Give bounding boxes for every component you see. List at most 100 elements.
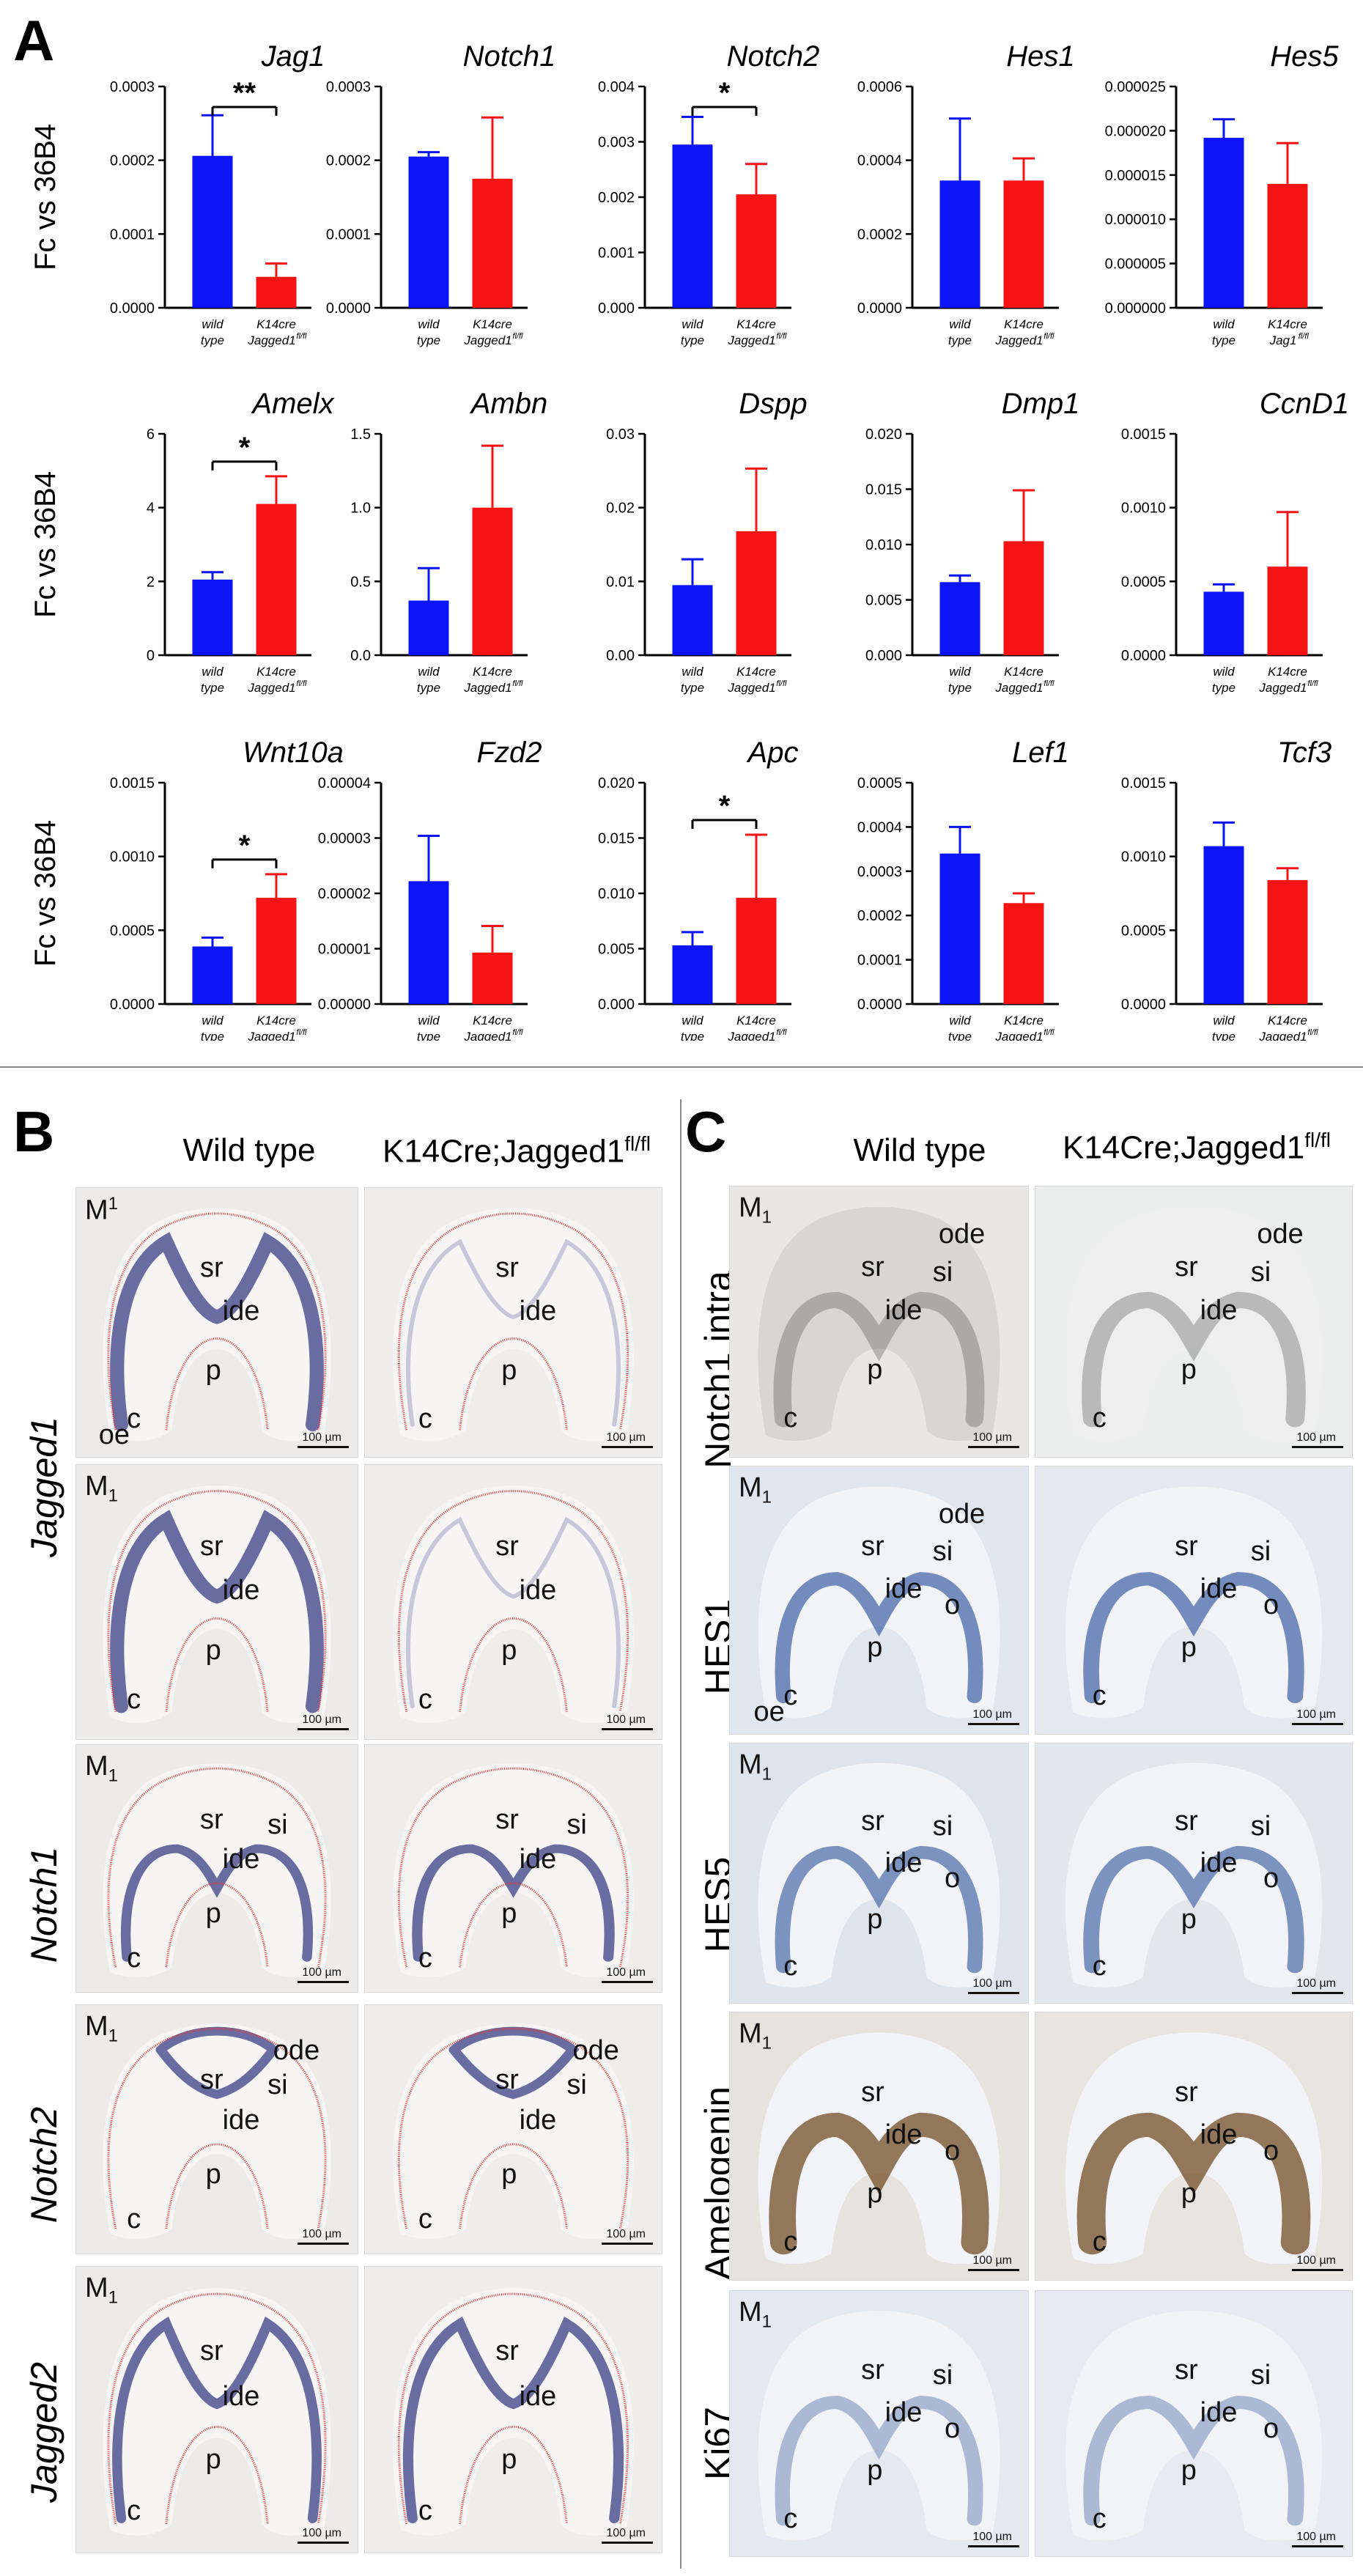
region-label-c: c	[1092, 1951, 1107, 1982]
x-label-wt-line2: type	[1212, 1030, 1235, 1041]
x-label-ko-line1: K14cre	[473, 1014, 512, 1027]
x-label-wt-line2: type	[681, 681, 704, 695]
region-label-p: p	[1181, 1354, 1197, 1385]
region-label-o: o	[945, 2413, 961, 2444]
micrograph-b-jag2-ko: sr ide p c 100 µm	[364, 2266, 662, 2553]
region-label-c: c	[418, 2204, 432, 2235]
region-label-sr: sr	[199, 2064, 224, 2096]
x-label-ko-sup: fl/fl	[512, 679, 523, 688]
x-label-ko-line1: K14cre	[1004, 665, 1044, 679]
x-label-wt-line2: type	[948, 333, 972, 347]
y-tick-label-fzd2: 0.00003	[318, 831, 371, 847]
y-tick-label-ambn: 1.5	[350, 427, 371, 443]
x-label-ko-line1: K14cre	[1004, 1014, 1044, 1027]
y-tick-label-apc: 0.000	[598, 997, 635, 1013]
region-label-p: p	[205, 1354, 221, 1386]
y-tick-label-apc: 0.010	[598, 886, 635, 902]
tissue-drawing	[758, 1763, 1000, 1988]
region-label-sr: sr	[495, 1804, 519, 1835]
tissue-drawing	[393, 1486, 634, 1723]
region-label-ide: ide	[519, 1574, 557, 1606]
region-label-o: o	[1263, 1862, 1279, 1894]
region-label-si: si	[267, 2070, 288, 2101]
chart-title-hes5: Hes5	[1270, 40, 1339, 73]
tissue-drawing	[758, 1206, 1000, 1442]
y-tick-label-ambn: 0.5	[350, 574, 371, 590]
x-label-ko-sup: fl/fl	[296, 679, 307, 688]
x-label-wt-line1: wild	[949, 317, 971, 331]
panel-c-col-ko-main: K14Cre;Jagged1	[1062, 1129, 1305, 1166]
x-label-wt-line1: wild	[418, 665, 440, 679]
y-tick-label-amelx: 2	[147, 574, 155, 590]
y-tick-label-amelx: 0	[147, 648, 155, 664]
scale-bar-label: 100 µm	[972, 2531, 1012, 2543]
y-tick-label-fzd2: 0.00001	[318, 942, 371, 958]
chart-title-wnt10a: Wnt10a	[243, 737, 344, 769]
y-tick-label-fzd2: 0.00000	[318, 997, 371, 1013]
y-tick-label-hes5: 0.000000	[1105, 300, 1166, 317]
bar-knockout-wnt10a	[256, 898, 297, 1004]
y-axis-label-row-3: Fc vs 36B4	[29, 820, 62, 967]
x-label-ko-line2: Jagged1	[727, 333, 775, 347]
panel-c-letter: C	[685, 1099, 727, 1164]
chart-title-lef1: Lef1	[1012, 737, 1069, 769]
region-label-ide: ide	[884, 1847, 923, 1878]
tissue-drawing	[1065, 2032, 1323, 2265]
tissue-drawing	[1065, 1206, 1323, 1442]
y-tick-label-lef1: 0.0001	[857, 953, 902, 969]
y-tick-label-ccnd1: 0.0000	[1121, 648, 1166, 664]
y-tick-label-dmp1: 0.015	[865, 482, 902, 498]
x-label-ko-line1: K14cre	[736, 1014, 776, 1027]
tissue-drawing	[393, 2288, 634, 2536]
x-label-ko-line1: K14cre	[1004, 317, 1044, 331]
region-label-ide: ide	[1200, 1573, 1238, 1604]
scale-bar	[968, 1992, 1019, 1994]
chart-title-ccnd1: CcnD1	[1260, 388, 1349, 420]
x-label-ko-line2: Jagged1	[463, 1030, 511, 1041]
sig-stars-wnt10a: *	[239, 830, 251, 862]
region-label-si: si	[1250, 1535, 1271, 1567]
x-label-ko-line2: Jagged1	[994, 681, 1043, 695]
molar-label: M1	[739, 2018, 772, 2053]
bar-knockout-jag1	[256, 276, 297, 308]
y-tick-label-hes5: 0.000015	[1105, 168, 1166, 184]
region-label-ode: ode	[1257, 1219, 1304, 1250]
region-label-c: c	[418, 2495, 432, 2526]
molar-label: M1	[739, 1472, 772, 1507]
y-tick-label-apc: 0.005	[598, 942, 635, 958]
region-label-p: p	[501, 2443, 517, 2475]
chart-title-amelx: Amelx	[251, 388, 335, 420]
region-label-sr: sr	[495, 2064, 519, 2096]
y-tick-label-hes1: 0.0002	[857, 226, 902, 243]
bar-wild-type-notch1	[408, 156, 449, 308]
region-label-sr: sr	[495, 2335, 519, 2366]
x-label-ko-line2: Jagged1	[247, 1030, 295, 1041]
scale-bar	[602, 2243, 653, 2245]
scale-bar	[1292, 1446, 1343, 1448]
scale-bar	[968, 2269, 1019, 2271]
scale-bar	[602, 2542, 653, 2544]
scale-bar-label: 100 µm	[606, 1966, 646, 1979]
bar-knockout-ccnd1	[1267, 567, 1308, 655]
panel-c-col-ko-sup: fl/fl	[1304, 1129, 1331, 1151]
region-label-sr: sr	[495, 1530, 519, 1562]
region-label-ide: ide	[222, 2104, 260, 2136]
micrograph-c-hes5-wt: M1 sr si ide o p c 100 µm	[729, 1743, 1029, 2004]
scale-bar	[298, 2243, 349, 2245]
x-label-ko-line1: K14cre	[256, 665, 296, 679]
region-label-si: si	[932, 1535, 953, 1567]
y-tick-label-jag1: 0.0000	[110, 300, 155, 317]
bar-knockout-apc	[736, 898, 777, 1004]
region-label-si: si	[932, 2360, 953, 2391]
x-label-wt-line1: wild	[1213, 665, 1235, 679]
y-tick-label-fzd2: 0.00004	[318, 775, 371, 791]
scale-bar	[968, 1446, 1019, 1448]
y-tick-label-notch2: 0.002	[598, 190, 635, 206]
y-tick-label-lef1: 0.0000	[857, 997, 902, 1013]
y-tick-label-apc: 0.020	[598, 775, 635, 791]
x-label-ko-sup: fl/fl	[512, 1028, 523, 1037]
y-tick-label-notch2: 0.000	[598, 300, 635, 317]
region-label-sr: sr	[199, 2335, 224, 2366]
panel-b-col-ko-main: K14Cre;Jagged1	[382, 1133, 625, 1170]
region-label-ide: ide	[1200, 1847, 1238, 1878]
